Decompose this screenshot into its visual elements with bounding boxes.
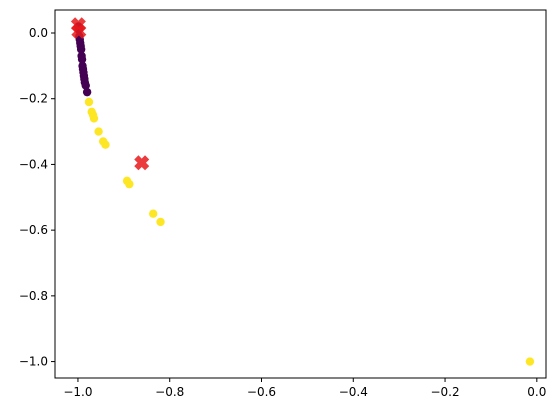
data-point [149,209,158,218]
data-point [82,87,92,97]
y-tick-label: 0.0 [29,26,48,40]
data-point [94,127,103,136]
y-axis: 0.0 −0.2 −0.4 −0.6 −0.8 −1.0 [19,26,55,369]
centers-layer [70,17,150,171]
x-tick-label: −0.4 [339,385,368,399]
y-tick-label: −0.8 [19,289,48,303]
y-tick-label: −1.0 [19,355,48,369]
cluster-center-marker [71,23,87,39]
x-tick-label: 0.0 [527,385,546,399]
data-point [89,114,99,123]
plot-frame [54,9,547,379]
data-point [125,179,134,189]
y-tick-label: −0.6 [19,223,48,237]
x-axis: −1.0 −0.8 −0.6 −0.4 −0.2 0.0 [63,378,546,399]
x-tick-label: −0.8 [155,385,184,399]
data-point [81,81,90,90]
y-tick-label: −0.4 [19,157,48,171]
points-layer [74,22,535,366]
plot-area [55,10,546,378]
data-point [76,45,86,54]
y-tick-label: −0.2 [19,92,48,106]
data-point [156,217,165,227]
data-point [77,55,87,64]
data-point [101,140,110,149]
x-tick-label: −0.6 [247,385,276,399]
data-point [84,97,94,107]
data-point [525,357,535,366]
x-tick-label: −1.0 [63,385,92,399]
cluster-center-marker [134,155,150,171]
x-tick-label: −0.2 [430,385,459,399]
